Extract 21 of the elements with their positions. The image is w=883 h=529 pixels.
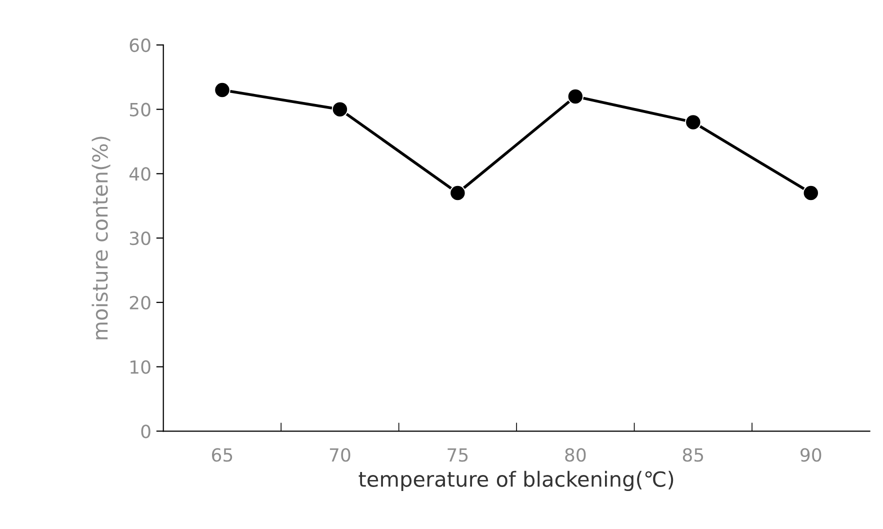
y-tick-label: 30 — [130, 232, 150, 246]
x-tick-label: 70 — [330, 448, 350, 462]
y-tick-label: 0 — [141, 424, 150, 438]
point — [684, 114, 702, 130]
y-tick-label: 60 — [130, 38, 150, 52]
point — [332, 101, 348, 118]
point — [802, 184, 820, 202]
x-tick-label: 90 — [800, 448, 822, 462]
y-tick-label: 50 — [130, 102, 150, 116]
point — [450, 184, 466, 202]
y-axis-title: moisture conten(%) — [92, 136, 110, 340]
point — [567, 88, 584, 105]
point — [214, 82, 230, 98]
x-tick-label: 75 — [448, 448, 468, 462]
x-tick-label: 65 — [212, 448, 232, 462]
y-tick-label: 40 — [129, 167, 150, 181]
x-axis-title: temperature of blackening(℃) — [358, 470, 674, 491]
x-tick-label: 85 — [682, 448, 704, 462]
y-tick-label: 20 — [130, 296, 150, 310]
x-tick-label: 80 — [565, 448, 586, 462]
y-tick-label: 10 — [130, 360, 150, 374]
